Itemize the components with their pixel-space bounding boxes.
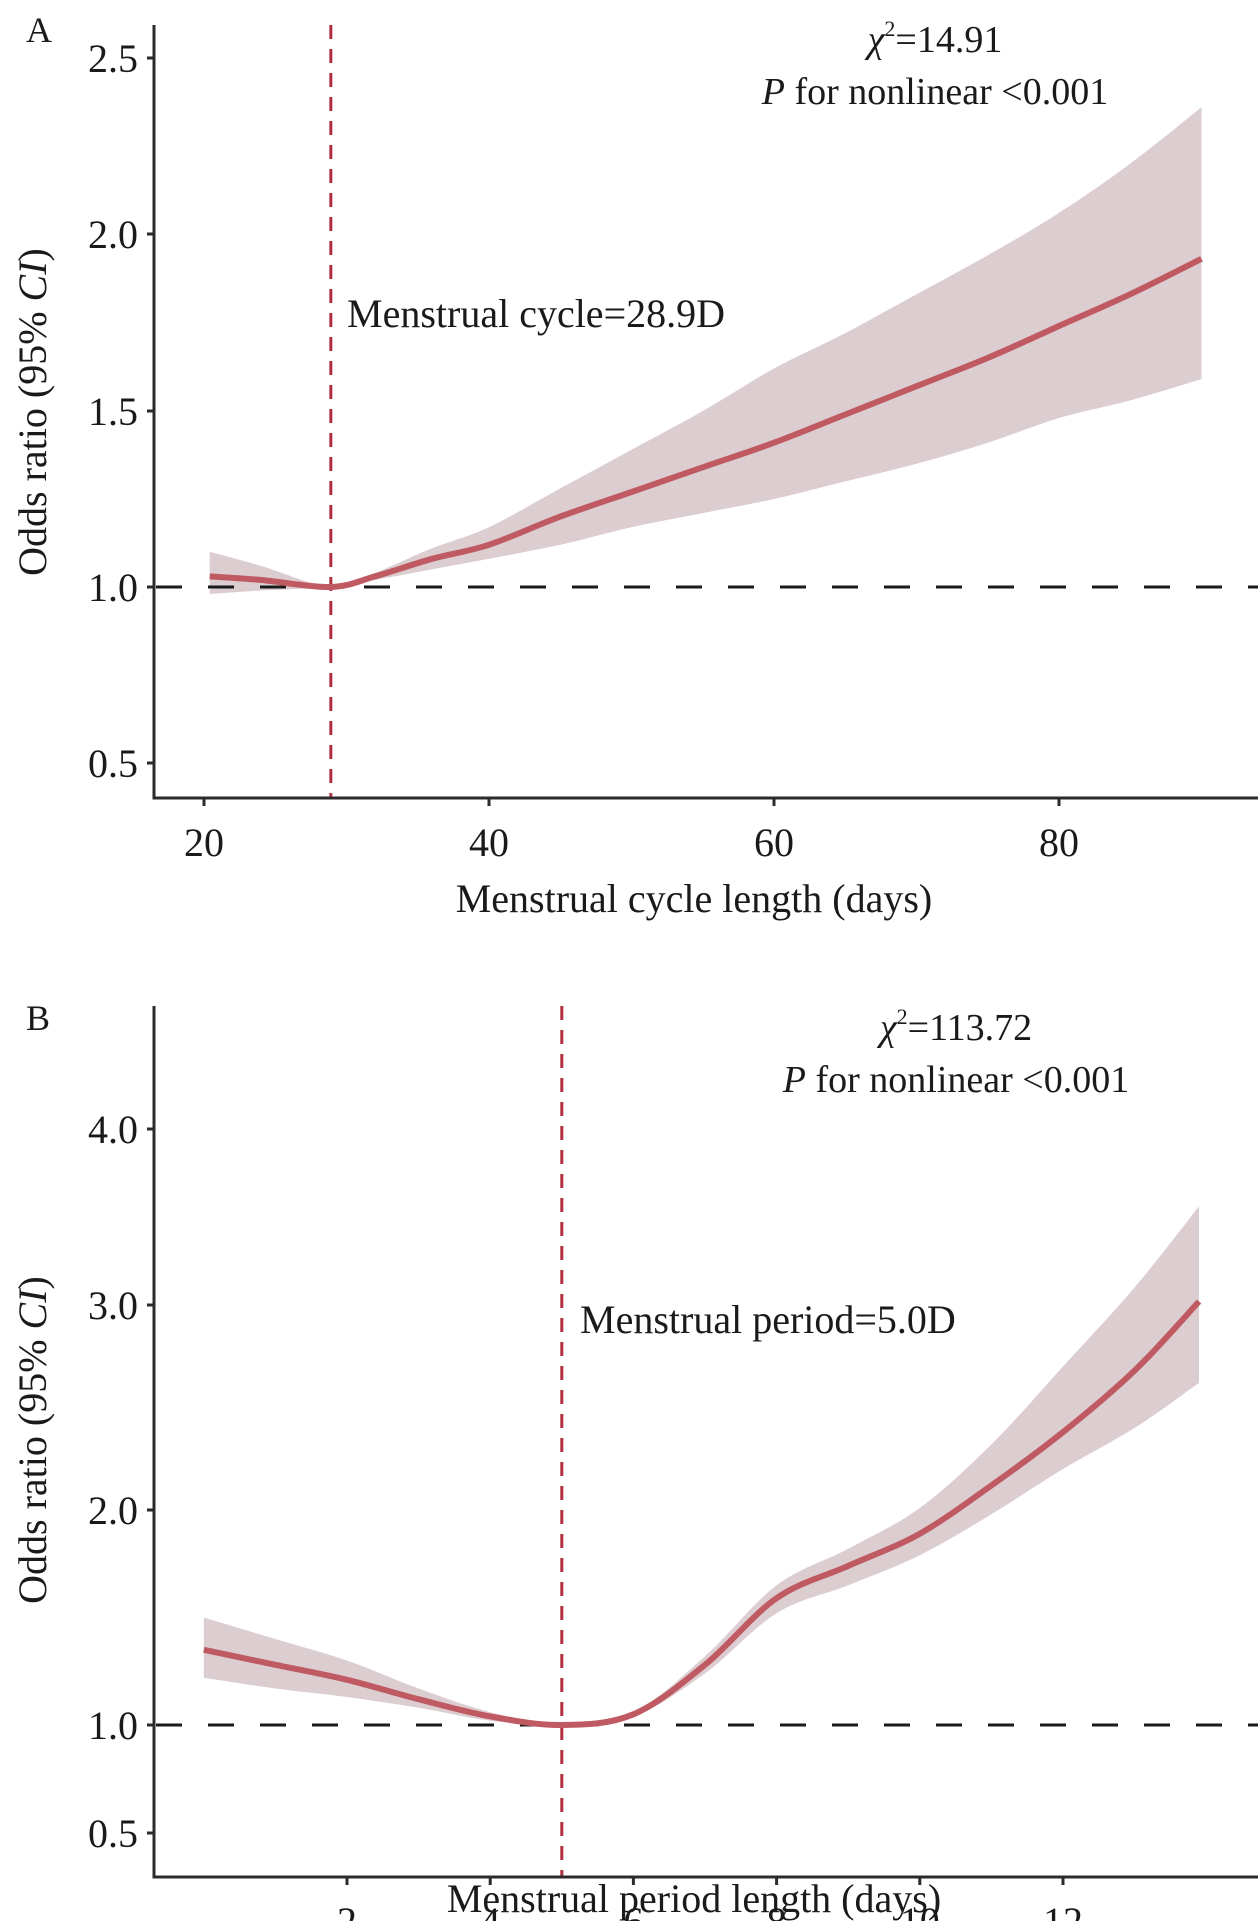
y-tick-label: 2.0 xyxy=(88,212,138,257)
chi-superscript: 2 xyxy=(884,16,895,41)
y-tick-label: 4.0 xyxy=(88,1107,138,1152)
x-tick-label: 60 xyxy=(754,820,794,865)
panel-b-label: B xyxy=(26,998,50,1038)
p-symbol: P xyxy=(761,71,785,113)
panel-a-y-ticks: 0.5 1.0 1.5 2.0 2.5 xyxy=(88,36,154,786)
panel-a-chi-square: χ2=14.91 xyxy=(864,16,1003,61)
p-text: for nonlinear <0.001 xyxy=(806,1059,1129,1101)
y-tick-label: 0.5 xyxy=(88,1811,138,1856)
panel-b-ci-band xyxy=(203,1206,1200,1726)
chi-superscript: 2 xyxy=(897,1004,908,1029)
y-tick-label: 2.5 xyxy=(88,36,138,81)
panel-a-label: A xyxy=(26,10,52,50)
chi-symbol: χ xyxy=(876,1007,898,1049)
y-title-main: Odds ratio (95% xyxy=(10,301,55,575)
y-title-italic: CI xyxy=(10,1288,55,1330)
panel-b-x-ticks: 2 4 6 8 10 12 xyxy=(337,1877,1083,1921)
panel-a-y-axis-title: Odds ratio (95% CI) xyxy=(10,248,55,576)
x-tick-label: 20 xyxy=(184,820,224,865)
panel-a-x-axis-title: Menstrual cycle length (days) xyxy=(456,876,933,921)
x-tick-label: 10 xyxy=(900,1899,940,1921)
y-title-main: Odds ratio (95% xyxy=(10,1329,55,1603)
panel-a-knot-label: Menstrual cycle=28.9D xyxy=(347,291,725,336)
y-tick-label: 1.0 xyxy=(88,1703,138,1748)
y-tick-label: 0.5 xyxy=(88,741,138,786)
x-tick-label: 40 xyxy=(469,820,509,865)
panel-b-x-axis-title: Menstrual period length (days) xyxy=(447,1876,941,1921)
panel-b-y-axis-title: Odds ratio (95% CI) xyxy=(10,1276,55,1604)
panel-a: A 0.5 1.0 1.5 2.0 2.5 20 40 60 80 Menstrual cyc… xyxy=(10,10,1258,921)
p-symbol: P xyxy=(782,1059,806,1101)
x-tick-label: 80 xyxy=(1039,820,1079,865)
panel-a-p-value: P for nonlinear <0.001 xyxy=(761,71,1108,113)
x-tick-label: 2 xyxy=(337,1899,357,1921)
x-tick-label: 4 xyxy=(480,1899,500,1921)
panel-b-chi-square: χ2=113.72 xyxy=(876,1004,1032,1049)
panel-a-axes xyxy=(152,25,1258,800)
p-text: for nonlinear <0.001 xyxy=(785,71,1108,113)
panel-b: B 0.5 1.0 2.0 3.0 4.0 2 4 6 8 10 12 Menstrual per… xyxy=(10,998,1258,1921)
panel-b-axes xyxy=(152,1006,1258,1879)
chi-symbol: χ xyxy=(864,19,886,61)
y-tick-label: 2.0 xyxy=(88,1488,138,1533)
chi-value: =113.72 xyxy=(908,1007,1033,1049)
y-title-close: ) xyxy=(10,248,55,261)
y-tick-label: 3.0 xyxy=(88,1283,138,1328)
y-tick-label: 1.5 xyxy=(88,389,138,434)
panel-a-x-ticks: 20 40 60 80 xyxy=(184,798,1079,865)
panel-a-ci-band xyxy=(209,107,1202,595)
panel-b-or-curve xyxy=(203,1299,1202,1729)
x-tick-label: 6 xyxy=(623,1899,643,1921)
chi-value: =14.91 xyxy=(895,19,1002,61)
panel-a-or-curve xyxy=(209,256,1203,591)
panel-b-knot-label: Menstrual period=5.0D xyxy=(580,1297,956,1342)
x-tick-label: 8 xyxy=(767,1899,787,1921)
x-tick-label: 12 xyxy=(1043,1899,1083,1921)
y-title-close: ) xyxy=(10,1276,55,1289)
panel-b-p-value: P for nonlinear <0.001 xyxy=(782,1059,1129,1101)
panel-b-y-ticks: 0.5 1.0 2.0 3.0 4.0 xyxy=(88,1107,154,1856)
y-tick-label: 1.0 xyxy=(88,565,138,610)
y-title-italic: CI xyxy=(10,260,55,302)
